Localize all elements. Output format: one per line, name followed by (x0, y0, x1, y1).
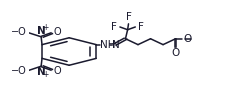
Text: O: O (183, 34, 191, 44)
Text: N: N (37, 26, 46, 36)
Text: O: O (171, 48, 180, 58)
Text: +: + (42, 23, 48, 32)
Text: −O: −O (11, 27, 26, 37)
Text: F: F (138, 22, 144, 32)
Text: NH: NH (100, 40, 116, 50)
Text: O: O (53, 27, 61, 37)
Text: N: N (37, 67, 46, 77)
Text: +: + (42, 70, 48, 79)
Text: F: F (111, 22, 117, 32)
Text: F: F (126, 12, 131, 22)
Text: −O: −O (11, 66, 27, 76)
Text: N: N (112, 40, 120, 50)
Text: O: O (53, 66, 61, 76)
